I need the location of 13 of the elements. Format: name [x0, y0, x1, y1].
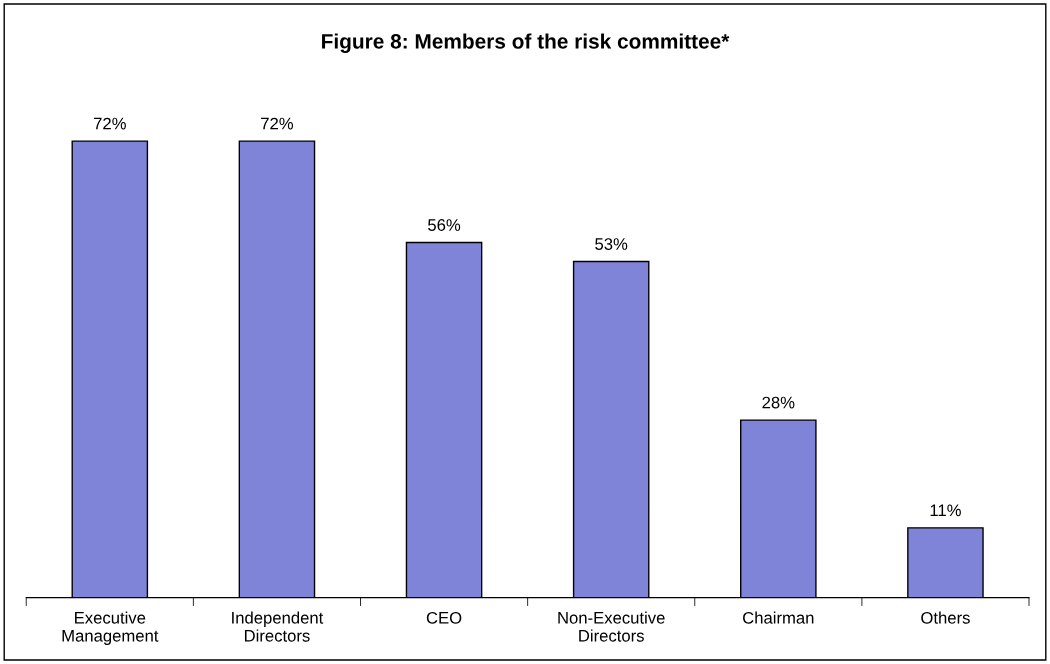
x-tick-label: CEO	[426, 611, 462, 624]
data-label: 28%	[762, 396, 795, 409]
chart-title: Figure 8: Members of the risk committee*	[322, 33, 730, 53]
data-label: 56%	[428, 219, 461, 231]
x-tick-label: Independent Directors	[232, 611, 324, 642]
x-tick-label: Chairman	[743, 611, 814, 624]
x-tick-label: Non-Executive Directors	[558, 611, 665, 642]
x-tick-label: Others	[921, 611, 970, 624]
data-label: 53%	[595, 238, 628, 250]
data-label: 11%	[930, 504, 961, 517]
data-label: 72%	[93, 117, 126, 130]
data-label: 72%	[261, 117, 294, 130]
x-tick-label: Executive Management	[62, 611, 159, 645]
